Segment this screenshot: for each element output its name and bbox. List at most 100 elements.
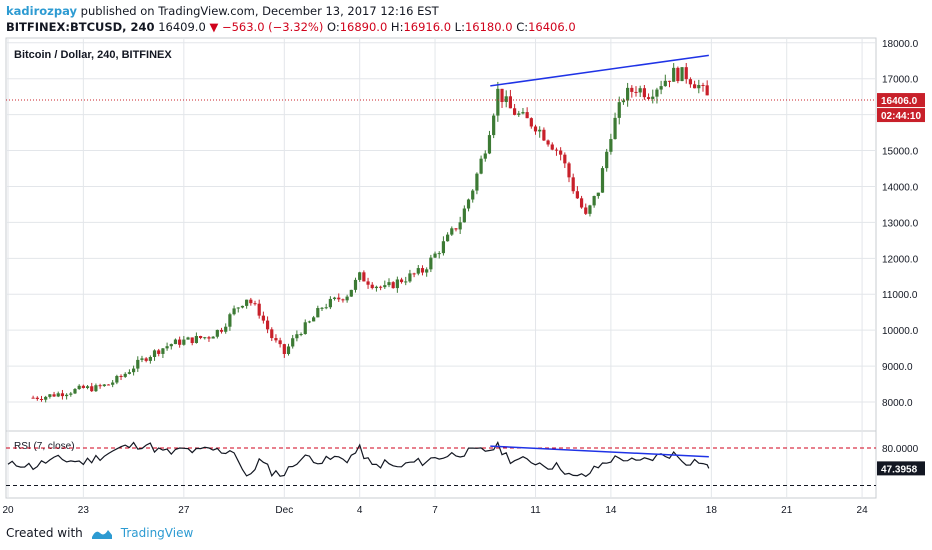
candle-body: [538, 129, 542, 132]
candle-body: [404, 281, 408, 283]
candle-body: [232, 308, 236, 315]
candle-body: [651, 96, 655, 99]
rsi-tags: 47.3958: [877, 461, 925, 476]
candle-body: [517, 113, 521, 115]
candle-body: [127, 372, 132, 374]
candle-body: [487, 135, 492, 154]
rsi-value-tag: [877, 461, 925, 476]
time-tick-label: Dec: [275, 505, 293, 516]
candle-body: [571, 177, 575, 192]
symbol-name: BITFINEX:BTCUSD, 240: [6, 20, 155, 34]
tradingview-logo-icon: [91, 530, 112, 539]
candle-body: [412, 273, 416, 275]
rsi-tick-label: 80.0000: [882, 444, 919, 455]
tradingview-link[interactable]: TradingView: [120, 526, 194, 540]
rsi-trendline[interactable]: [490, 445, 709, 458]
candle-body: [705, 85, 709, 96]
candle-body: [224, 326, 228, 332]
candle-body: [592, 196, 596, 206]
candle-body: [693, 84, 697, 89]
candle-body: [165, 346, 169, 349]
price-tick-label: 15000.0: [882, 147, 919, 158]
candle-body: [684, 67, 688, 80]
candle-body: [140, 358, 144, 360]
candle-body: [634, 91, 638, 93]
candle-body: [680, 67, 684, 82]
countdown-label: 02:44:10: [881, 111, 921, 122]
time-axis: 20 23 27 Dec 4 7 11 14 18 21 24: [2, 505, 868, 516]
candle-body: [328, 298, 332, 308]
candle-body: [366, 281, 370, 285]
candle-body: [584, 207, 588, 214]
candle-body: [663, 80, 667, 87]
rsi-title: RSI (7, close): [14, 441, 75, 452]
candle-body: [90, 386, 94, 392]
last-price-label: 16406.0: [881, 96, 918, 107]
candle-body: [60, 393, 65, 397]
candle-body: [420, 268, 425, 273]
candle-body: [349, 289, 353, 297]
candle-body: [324, 307, 328, 309]
candle-body: [462, 208, 466, 223]
symbol-info: BITFINEX:BTCUSD, 240 16409.0 ▼ −563.0 (−…: [6, 20, 576, 34]
candle-body: [575, 191, 579, 199]
candle-body: [630, 87, 634, 92]
candle-body: [198, 335, 203, 338]
candle-body: [282, 344, 286, 354]
price-tick-label: 17000.0: [882, 75, 919, 86]
candle-body: [596, 192, 600, 197]
price-tick-label: 8000.0: [882, 398, 913, 409]
price-tick-label: 9000.0: [882, 362, 913, 373]
candle-body: [257, 303, 261, 316]
candle-body: [600, 168, 605, 193]
time-tick-label: 27: [178, 505, 190, 516]
candle-body: [111, 382, 115, 385]
candle-body: [52, 394, 56, 397]
high-label: H:: [390, 20, 404, 34]
rsi-pane-border: [5, 430, 877, 499]
price-tags: 16406.0 02:44:10: [877, 93, 925, 123]
candle-body: [638, 88, 642, 93]
candle-body: [655, 89, 659, 97]
candle-body: [228, 314, 232, 327]
candle-body: [546, 140, 550, 145]
candle-body: [39, 399, 44, 401]
time-tick-label: 23: [78, 505, 90, 516]
candle-body: [479, 158, 483, 174]
low-value: 16180.0: [464, 20, 513, 34]
candle-body: [550, 144, 554, 150]
candle-body: [395, 279, 399, 289]
candle-body: [173, 339, 178, 345]
candle-body: [148, 356, 152, 361]
candle-body: [370, 284, 374, 289]
candle-body: [219, 329, 224, 332]
candle-body: [240, 305, 245, 308]
candle-body: [512, 108, 517, 115]
candle-body: [35, 397, 39, 400]
candle-body: [236, 307, 240, 309]
price-tick-label: 18000.0: [882, 39, 919, 50]
candle-body: [533, 126, 538, 132]
candle-body: [676, 67, 680, 82]
price-tick-label: 14000.0: [882, 182, 919, 193]
candle-body: [182, 339, 186, 345]
price-trendline[interactable]: [490, 54, 709, 87]
candle-body: [245, 299, 249, 306]
candle-body: [295, 334, 299, 339]
candle-body: [312, 317, 316, 322]
candle-body: [303, 322, 307, 335]
candle-body: [362, 272, 366, 282]
chart-canvas[interactable]: 8000.0 9000.0 10000.0 11000.0 12000.0 13000.0…: [0, 36, 932, 520]
price-tick-label: 13000.0: [882, 218, 919, 229]
footer: Created with TradingView: [6, 526, 193, 540]
time-tick-label: 21: [781, 505, 793, 516]
candle-body: [613, 117, 617, 140]
candle-body: [458, 222, 462, 230]
candle-body: [152, 350, 157, 357]
candle-body: [446, 234, 450, 242]
open-label: O:: [326, 20, 340, 34]
candle-body: [320, 307, 324, 309]
candle-body: [69, 393, 73, 395]
author-link[interactable]: kadirozpay: [6, 4, 77, 18]
candle-body: [345, 296, 349, 301]
